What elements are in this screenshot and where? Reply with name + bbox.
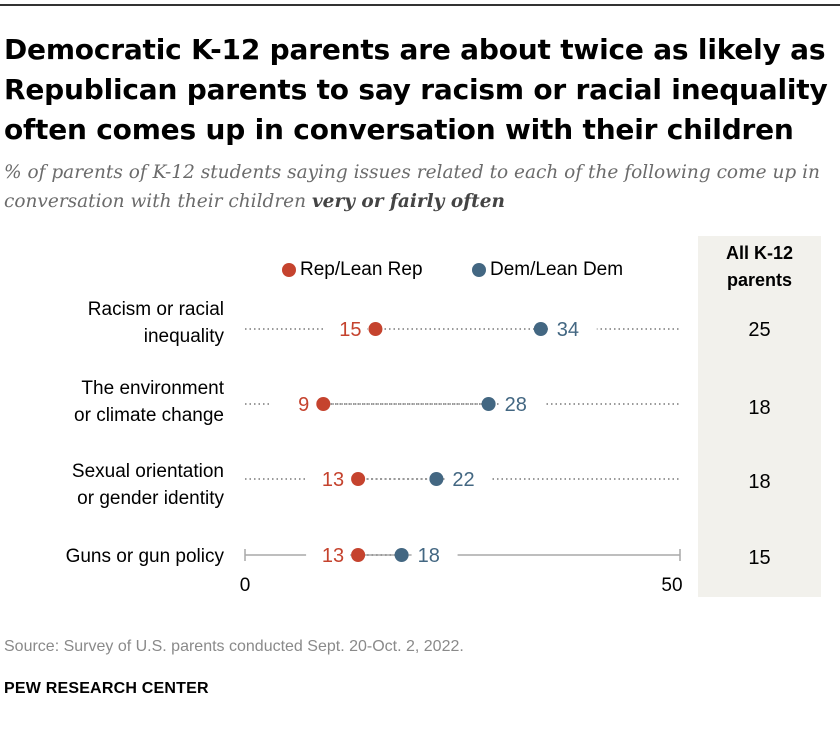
all-parents-value-racism: 25 (748, 319, 771, 341)
row-label-environment-line2: or climate change (74, 405, 224, 426)
dem-dot-sexual-orientation (429, 472, 444, 486)
row-label-environment-line1: The environment (81, 378, 224, 399)
all-parents-value-environment: 18 (748, 397, 771, 419)
dem-dot-guns (394, 548, 409, 562)
all-parents-value-sexual-orientation: 18 (748, 471, 771, 493)
row-label-guns-line1: Guns or gun policy (65, 546, 224, 567)
row-label-guns: Guns or gun policy (0, 543, 224, 570)
rep-dot-environment (316, 397, 331, 411)
all-parents-value-guns: 15 (748, 547, 771, 569)
rep-value-label-guns: 13 (322, 545, 344, 567)
all-parents-header-line1: All K-12 (725, 243, 794, 263)
rep-label-bg-racism (323, 316, 368, 342)
rep-label-bg-environment (271, 391, 316, 417)
legend-dem: Dem/Lean Dem (472, 258, 623, 282)
rep-value-label-environment: 9 (298, 394, 309, 416)
rep-dot-sexual-orientation (351, 472, 366, 486)
chart-title: Democratic K-12 parents are about twice … (4, 33, 828, 146)
legend-rep-label: Rep/Lean Rep (300, 259, 423, 280)
row-label-racism-line2: inequality (143, 326, 224, 347)
subtitle-text: % of parents of K-12 students saying iss… (4, 162, 820, 212)
row-label-environment: The environment or climate change (0, 375, 224, 429)
chart-subtitle: % of parents of K-12 students saying iss… (4, 158, 834, 216)
all-parents-column-background (698, 236, 821, 597)
dem-label-bg-environment (498, 391, 545, 417)
subtitle-emphasis: very or fairly often (311, 191, 505, 212)
all-parents-header-line2: parents (726, 270, 793, 290)
dem-value-label-racism: 34 (557, 319, 579, 341)
dem-dot-environment (481, 397, 496, 411)
row-label-racism: Racism or racial inequality (0, 296, 224, 350)
legend-dem-label: Dem/Lean Dem (490, 259, 624, 280)
row-label-sexual-orientation-line2: or gender identity (77, 488, 224, 509)
organization-name: PEW RESEARCH CENTER (4, 680, 209, 697)
dem-value-label-environment: 28 (505, 394, 527, 416)
rep-value-label-racism: 15 (339, 319, 361, 341)
legend-rep: Rep/Lean Rep (282, 258, 423, 282)
row-label-sexual-orientation: Sexual orientation or gender identity (0, 458, 224, 512)
rep-value-label-sexual-orientation: 13 (322, 469, 344, 491)
rep-dot-racism (368, 322, 383, 336)
x-tick-label-50: 50 (661, 575, 682, 596)
x-tick-label-0: 0 (240, 575, 251, 596)
all-parents-header: All K-12 parents (698, 240, 821, 294)
dem-label-bg-racism (550, 316, 597, 342)
dem-value-label-sexual-orientation: 22 (452, 469, 474, 491)
rep-label-bg-sexual-orientation (306, 466, 351, 492)
dem-label-bg-guns (411, 542, 458, 568)
source-note: Source: Survey of U.S. parents conducted… (4, 638, 464, 655)
row-label-sexual-orientation-line1: Sexual orientation (71, 461, 224, 482)
dem-dot-racism (533, 322, 548, 336)
dem-value-label-guns: 18 (418, 545, 440, 567)
rep-label-bg-guns (306, 542, 351, 568)
top-rule (0, 4, 840, 6)
legend-rep-dot-icon (282, 263, 296, 277)
dem-label-bg-sexual-orientation (446, 466, 493, 492)
rep-dot-guns (351, 548, 366, 562)
legend-dem-dot-icon (472, 263, 486, 277)
row-label-racism-line1: Racism or racial (87, 299, 224, 320)
